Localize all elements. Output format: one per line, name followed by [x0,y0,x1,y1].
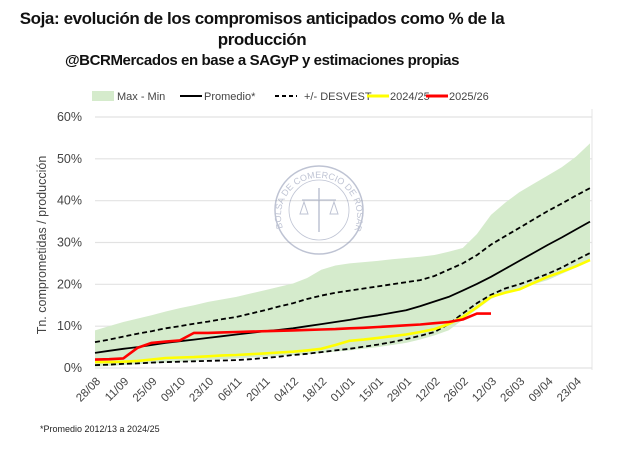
x-tick-label: 09/04 [527,375,556,404]
x-tick-label: 04/12 [272,376,301,405]
series-line-2024-25 [95,258,591,364]
x-tick-label: 26/03 [499,376,528,405]
y-tick-label: 0% [64,361,82,375]
x-tick-label: 18/12 [301,376,330,405]
x-tick-label: 29/01 [385,376,414,405]
y-tick-label: 30% [57,236,82,250]
x-tick-label: 06/11 [216,376,244,404]
y-tick-label: 40% [57,194,82,208]
y-ticks: 0% 10% 20% 30% 40% 50% 60% [57,110,82,375]
legend-label: +/- DESVEST [304,91,372,103]
chart-subtitle: @BCRMercados en base a SAGyP y estimacio… [64,52,460,69]
plot-area [94,143,591,367]
x-ticks: 28/08 11/09 25/09 09/10 23/10 06/11 20/11 04/12… [74,375,584,404]
x-tick-label: 09/10 [159,376,188,405]
bcr-seal-watermark: BOLSA DE COMERCIO DE ROSARIO [0,0,365,255]
x-tick-label: 12/02 [414,376,443,405]
y-tick-label: 50% [57,152,82,166]
y-axis-label: Tn. comprometidas / producción [35,156,49,335]
series-line-2025-26 [94,312,491,361]
x-tick-label: 23/04 [555,375,584,404]
chart-title-line2: producción [217,30,307,49]
x-tick-label: 15/01 [357,376,386,405]
x-tick-label: 11/09 [103,376,131,404]
y-tick-label: 10% [57,319,82,333]
x-tick-label: 26/02 [442,376,471,405]
series-line--desvest-sup- [94,187,591,343]
y-tick-label: 20% [57,277,82,291]
x-tick-label: 28/08 [74,376,103,405]
footnote: *Promedio 2012/13 a 2024/25 [40,424,160,434]
chart-title: Soja: evolución de los compromisos antic… [19,9,505,28]
legend-swatch-band [92,91,114,101]
x-tick-label: 23/10 [187,376,216,405]
legend-label: Max - Min [117,91,165,103]
x-tick-label: 20/11 [245,376,273,404]
legend: Max - Min Promedio* +/- DESVEST 2024/25 … [92,91,489,103]
legend-label: 2024/25 [390,91,430,103]
x-tick-label: 01/01 [329,376,358,405]
y-tick-label: 60% [57,110,82,124]
x-tick-label: 12/03 [470,376,499,405]
legend-label: 2025/26 [449,91,489,103]
series-line--desvest-inf- [94,252,591,366]
x-tick-label: 25/09 [131,376,160,405]
legend-label: Promedio* [204,91,256,103]
